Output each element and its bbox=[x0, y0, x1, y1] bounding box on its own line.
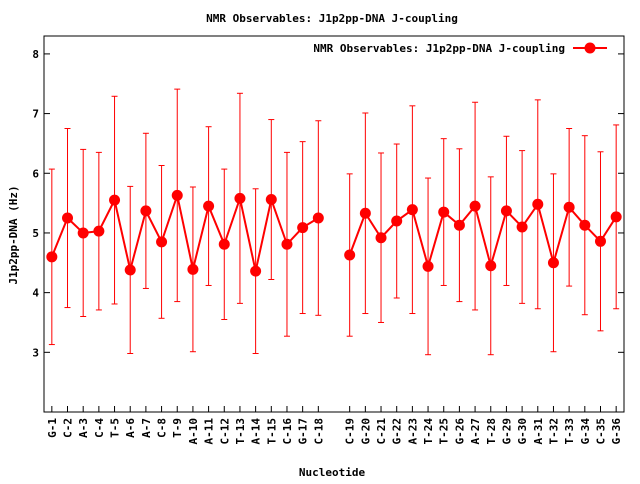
data-point bbox=[124, 264, 136, 276]
x-tick-label: T-32 bbox=[547, 418, 560, 445]
x-tick-label: G-29 bbox=[500, 418, 513, 445]
x-tick-label: A-11 bbox=[203, 418, 216, 445]
data-point bbox=[344, 249, 356, 261]
data-point bbox=[438, 206, 450, 218]
x-tick-label: G-17 bbox=[297, 418, 310, 445]
x-tick-label: C-35 bbox=[594, 418, 607, 445]
data-point bbox=[532, 198, 544, 210]
data-point bbox=[469, 200, 481, 212]
x-tick-label: A-31 bbox=[532, 418, 545, 445]
x-tick-label: A-23 bbox=[406, 418, 419, 445]
data-point bbox=[140, 205, 152, 217]
x-tick-label: C-12 bbox=[218, 418, 231, 445]
data-point bbox=[77, 227, 89, 239]
x-tick-label: A-10 bbox=[187, 418, 200, 445]
data-point bbox=[109, 194, 121, 206]
x-tick-label: A-27 bbox=[469, 418, 482, 445]
series-line bbox=[348, 201, 618, 271]
x-tick-label: G-30 bbox=[516, 418, 529, 445]
x-tick-label: C-2 bbox=[62, 418, 75, 438]
plot-frame bbox=[43, 35, 625, 413]
data-point bbox=[485, 260, 497, 272]
data-point bbox=[422, 260, 434, 272]
legend-marker-sample bbox=[584, 42, 596, 54]
x-tick-label: G-1 bbox=[46, 418, 59, 438]
y-tick-label: 3 bbox=[32, 346, 39, 359]
x-tick-label: C-21 bbox=[375, 418, 388, 445]
x-tick-label: G-26 bbox=[453, 418, 466, 445]
y-tick-label: 7 bbox=[32, 108, 39, 121]
y-tick-label: 4 bbox=[32, 287, 39, 300]
x-tick-label: T-9 bbox=[171, 418, 184, 438]
data-point bbox=[46, 251, 58, 263]
data-point bbox=[453, 219, 465, 231]
data-point bbox=[156, 236, 168, 248]
x-tick-label: T-24 bbox=[422, 418, 435, 445]
data-point bbox=[594, 235, 606, 247]
data-point bbox=[234, 192, 246, 204]
data-point bbox=[406, 204, 418, 216]
y-tick-label: 6 bbox=[32, 167, 39, 180]
x-tick-label: C-4 bbox=[93, 418, 106, 438]
data-point bbox=[62, 212, 74, 224]
x-tick-label: C-18 bbox=[312, 418, 325, 445]
x-tick-label: A-6 bbox=[124, 418, 137, 438]
data-point bbox=[93, 225, 105, 237]
x-tick-label: T-25 bbox=[438, 418, 451, 445]
data-point bbox=[312, 212, 324, 224]
x-tick-label: T-33 bbox=[563, 418, 576, 445]
x-tick-label: G-22 bbox=[391, 418, 404, 445]
data-point bbox=[391, 215, 403, 227]
data-point bbox=[297, 222, 309, 234]
x-tick-label: T-13 bbox=[234, 418, 247, 445]
x-tick-label: C-16 bbox=[281, 418, 294, 445]
data-point bbox=[187, 263, 199, 275]
y-tick-label: 5 bbox=[32, 227, 39, 240]
x-tick-label: C-8 bbox=[156, 418, 169, 438]
legend: NMR Observables: J1p2pp-DNA J-coupling bbox=[313, 42, 607, 55]
data-point bbox=[265, 194, 277, 206]
legend-label: NMR Observables: J1p2pp-DNA J-coupling bbox=[313, 42, 565, 55]
data-point bbox=[250, 265, 262, 277]
data-point bbox=[171, 189, 183, 201]
x-axis-label: Nucleotide bbox=[299, 466, 366, 479]
data-point bbox=[516, 221, 528, 233]
data-point bbox=[203, 200, 215, 212]
x-tick-label: T-5 bbox=[109, 418, 122, 438]
data-point bbox=[375, 232, 387, 244]
x-tick-label: G-36 bbox=[610, 418, 623, 445]
data-point bbox=[547, 257, 559, 269]
data-point bbox=[563, 201, 575, 213]
chart-title: NMR Observables: J1p2pp-DNA J-coupling bbox=[206, 12, 458, 25]
series-line bbox=[50, 191, 319, 272]
data-point bbox=[359, 207, 371, 219]
data-point bbox=[610, 211, 622, 223]
data-point bbox=[218, 238, 230, 250]
x-tick-label: G-20 bbox=[359, 418, 372, 445]
x-tick-label: A-3 bbox=[77, 418, 90, 438]
x-tick-label: T-15 bbox=[265, 418, 278, 445]
data-point bbox=[579, 219, 591, 231]
data-point bbox=[281, 238, 293, 250]
y-axis-label: J1p2pp-DNA (Hz) bbox=[7, 185, 20, 284]
x-tick-label: G-34 bbox=[579, 418, 592, 445]
x-tick-label: A-14 bbox=[250, 418, 263, 445]
x-tick-label: T-28 bbox=[485, 418, 498, 445]
data-point bbox=[500, 205, 512, 217]
x-tick-label: A-7 bbox=[140, 418, 153, 438]
x-tick-label: C-19 bbox=[344, 418, 357, 445]
y-tick-label: 8 bbox=[32, 48, 39, 61]
